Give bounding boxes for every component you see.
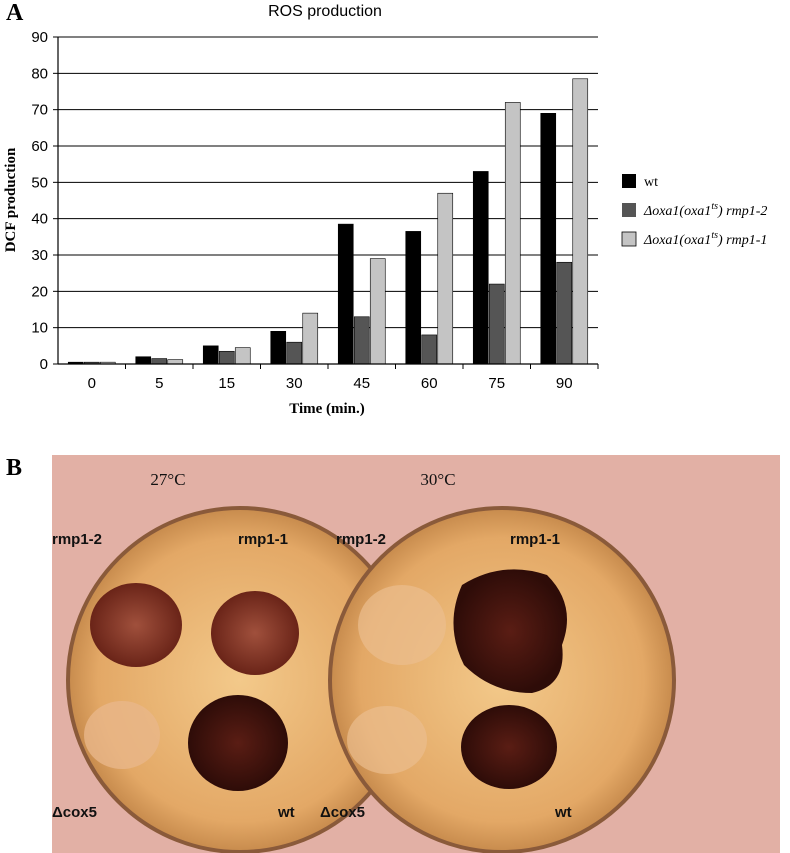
axis-layer: 0 10 20 30 40 50 60 70 80 90 0 5 15 30 45 60 75 90 xyxy=(31,29,599,392)
colony-right-cox5 xyxy=(347,706,427,774)
colony-right-rmp1-2 xyxy=(358,585,446,665)
label-right-wt: wt xyxy=(554,804,572,821)
temp-label-27c: 27°C xyxy=(150,470,185,489)
bar-series-3 xyxy=(167,359,184,365)
legend-swatch-rmp1-2 xyxy=(622,203,636,217)
bar-series-2 xyxy=(353,316,370,365)
bar-series-1 xyxy=(202,345,219,365)
legend-rmp1-2-sup: ts xyxy=(711,201,718,212)
panel-b-label: B xyxy=(6,455,23,481)
legend-label-wt: wt xyxy=(644,175,658,190)
legend-label-rmp1-1: Δoxa1(oxa1ts) rmp1-1 xyxy=(643,230,767,248)
bar-series-3 xyxy=(234,347,251,365)
chart-title: ROS production xyxy=(268,3,382,20)
legend-rmp1-2-prefix: Δoxa1(oxa1 xyxy=(643,204,711,219)
colony-left-wt xyxy=(188,695,288,791)
panel-a-label: A xyxy=(6,0,24,26)
x-tick-label: 0 xyxy=(88,375,96,392)
legend-rmp1-1-suffix: ) rmp1-1 xyxy=(717,233,767,248)
bar-series-1 xyxy=(270,330,287,365)
bar-series-3 xyxy=(572,78,589,365)
colony-left-rmp1-2 xyxy=(90,583,182,667)
x-tick-label: 60 xyxy=(421,375,438,392)
bars-layer xyxy=(67,78,589,365)
y-axis-title: DCF production xyxy=(3,147,19,252)
legend-rmp1-2-suffix: ) rmp1-2 xyxy=(717,204,767,219)
legend-rmp1-1-sup: ts xyxy=(711,230,718,241)
bar-series-2 xyxy=(421,334,438,365)
bar-series-2 xyxy=(488,283,505,365)
colony-right-rmp1-1 xyxy=(453,569,567,693)
x-tick-label: 90 xyxy=(556,375,573,392)
legend-swatch-rmp1-1 xyxy=(621,231,637,247)
y-tick-label: 60 xyxy=(31,138,48,155)
y-tick-label: 40 xyxy=(31,211,48,228)
y-tick-label: 50 xyxy=(31,174,48,191)
x-tick-label: 45 xyxy=(353,375,370,392)
bar-series-1 xyxy=(405,231,422,365)
y-tick-label: 10 xyxy=(31,320,48,337)
label-left-cox5: Δcox5 xyxy=(52,804,97,821)
colony-left-rmp1-1 xyxy=(211,591,299,675)
legend-rmp1-1-prefix: Δoxa1(oxa1 xyxy=(643,233,711,248)
x-axis-title: Time (min.) xyxy=(289,401,365,417)
bar-series-3 xyxy=(302,312,319,365)
colony-right-wt xyxy=(461,705,557,789)
x-tick-label: 75 xyxy=(488,375,505,392)
legend-label-rmp1-2: Δoxa1(oxa1ts) rmp1-2 xyxy=(643,201,767,219)
x-tick-label: 5 xyxy=(155,375,163,392)
legend-swatch-wt xyxy=(622,174,636,188)
label-left-rmp1-2: rmp1-2 xyxy=(52,531,102,548)
y-tick-label: 80 xyxy=(31,65,48,82)
bar-series-1 xyxy=(472,171,489,365)
bar-series-2 xyxy=(556,261,573,365)
y-tick-label: 90 xyxy=(31,29,48,46)
bar-series-3 xyxy=(504,102,521,365)
bar-chart: ROS production 0 10 20 30 40 50 60 70 80 90 0 5 15 30… xyxy=(3,3,767,417)
x-tick-label: 30 xyxy=(286,375,303,392)
bar-series-3 xyxy=(437,192,454,365)
legend: wt Δoxa1(oxa1ts) rmp1-2 Δoxa1(oxa1ts) rm… xyxy=(621,174,767,248)
label-left-rmp1-1: rmp1-1 xyxy=(238,531,288,548)
bar-series-2 xyxy=(218,350,235,365)
temp-label-30c: 30°C xyxy=(420,470,455,489)
label-right-rmp1-2: rmp1-2 xyxy=(336,531,386,548)
bar-series-1 xyxy=(135,356,152,365)
y-tick-label: 0 xyxy=(40,356,48,373)
y-tick-label: 20 xyxy=(31,283,48,300)
bar-series-1 xyxy=(540,113,557,365)
label-left-wt: wt xyxy=(277,804,295,821)
bar-series-2 xyxy=(286,341,303,365)
petri-dish-photo: 27°C 30°C rmp1-2 rmp1-1 Δcox5 wt rmp1-2 … xyxy=(52,455,780,853)
bar-series-3 xyxy=(369,258,386,365)
bar-series-2 xyxy=(151,358,168,365)
x-tick-label: 15 xyxy=(218,375,235,392)
y-tick-label: 30 xyxy=(31,247,48,264)
bar-series-1 xyxy=(337,223,354,365)
label-right-rmp1-1: rmp1-1 xyxy=(510,531,560,548)
label-right-cox5: Δcox5 xyxy=(320,804,365,821)
colony-left-cox5 xyxy=(84,701,160,769)
y-tick-label: 70 xyxy=(31,102,48,119)
